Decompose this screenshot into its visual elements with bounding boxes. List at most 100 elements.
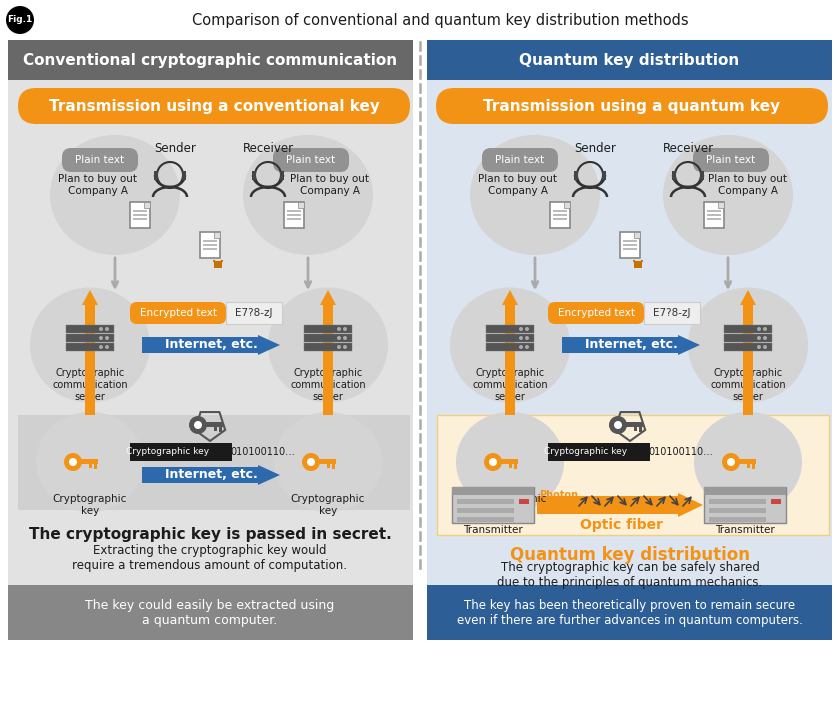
Text: Fig.1: Fig.1 — [8, 16, 33, 25]
Bar — [620, 232, 640, 258]
Text: The key has been theoretically proven to remain secure
even if there are further: The key has been theoretically proven to… — [457, 599, 803, 627]
Text: Photon: Photon — [539, 490, 578, 500]
FancyBboxPatch shape — [436, 88, 828, 124]
Text: Encrypted text: Encrypted text — [558, 308, 634, 318]
Text: Quantum key distribution: Quantum key distribution — [510, 546, 750, 564]
Bar — [548, 443, 650, 461]
Bar — [214, 261, 222, 268]
Text: Transmitter: Transmitter — [715, 525, 774, 535]
Polygon shape — [142, 335, 280, 355]
Text: 010100110…: 010100110… — [648, 447, 713, 457]
Polygon shape — [320, 290, 336, 415]
Circle shape — [757, 345, 761, 349]
Bar — [724, 325, 772, 333]
Text: Receiver: Receiver — [243, 141, 293, 155]
Text: Optic fiber: Optic fiber — [580, 518, 663, 532]
Bar — [452, 487, 534, 495]
Bar — [18, 415, 410, 510]
Bar — [634, 261, 642, 268]
Bar — [704, 202, 724, 228]
Bar — [707, 218, 721, 220]
Bar — [574, 171, 578, 180]
Bar — [427, 40, 832, 615]
Circle shape — [189, 416, 207, 434]
Bar — [709, 499, 766, 504]
Circle shape — [763, 336, 767, 340]
Circle shape — [525, 345, 529, 349]
FancyBboxPatch shape — [482, 148, 558, 172]
Ellipse shape — [36, 412, 144, 512]
Bar — [133, 214, 147, 216]
Bar — [704, 487, 786, 495]
Bar — [8, 585, 413, 640]
Ellipse shape — [450, 288, 570, 402]
Bar — [182, 171, 186, 180]
Bar — [486, 325, 534, 333]
Bar — [625, 422, 643, 427]
Bar — [724, 334, 772, 342]
Bar — [130, 202, 150, 228]
Bar — [457, 517, 514, 522]
Ellipse shape — [688, 288, 808, 402]
Circle shape — [99, 336, 103, 340]
Polygon shape — [537, 493, 703, 517]
Circle shape — [757, 336, 761, 340]
Circle shape — [519, 336, 523, 340]
Circle shape — [727, 458, 735, 466]
Circle shape — [489, 458, 497, 466]
Bar — [287, 210, 301, 212]
Bar — [724, 343, 772, 351]
Circle shape — [64, 453, 82, 471]
Circle shape — [519, 327, 523, 331]
Bar — [214, 232, 220, 238]
Circle shape — [337, 336, 341, 340]
Text: Cryptographic
communication
server: Cryptographic communication server — [710, 368, 785, 402]
Bar — [66, 334, 114, 342]
Bar — [553, 210, 567, 212]
Bar — [771, 499, 781, 504]
Text: Internet, etc.: Internet, etc. — [165, 339, 257, 351]
Bar — [634, 427, 637, 431]
Text: Cryptographic
communication
server: Cryptographic communication server — [472, 368, 548, 402]
Bar — [287, 218, 301, 220]
Text: The cryptographic key can be safely shared
due to the principles of quantum mech: The cryptographic key can be safely shar… — [497, 561, 763, 589]
Circle shape — [337, 327, 341, 331]
Circle shape — [525, 327, 529, 331]
Circle shape — [614, 421, 622, 429]
Bar — [66, 325, 114, 333]
Bar — [203, 240, 217, 242]
Bar — [452, 487, 534, 523]
Bar — [203, 244, 217, 246]
Circle shape — [69, 458, 77, 466]
Bar — [133, 210, 147, 212]
Ellipse shape — [243, 135, 373, 255]
Text: Plain text: Plain text — [76, 155, 124, 165]
Text: Transmission using a quantum key: Transmission using a quantum key — [484, 98, 780, 114]
Bar — [644, 302, 700, 324]
Bar — [154, 171, 158, 180]
Text: Cryptographic key: Cryptographic key — [127, 448, 209, 457]
Text: Plain text: Plain text — [286, 155, 335, 165]
Bar — [672, 171, 676, 180]
FancyBboxPatch shape — [130, 302, 226, 324]
FancyBboxPatch shape — [18, 88, 410, 124]
Bar — [8, 40, 413, 80]
Bar — [709, 517, 766, 522]
Text: Extracting the cryptographic key would
require a tremendous amount of computatio: Extracting the cryptographic key would r… — [72, 544, 348, 572]
Text: Plain text: Plain text — [706, 155, 755, 165]
Text: Plan to buy out
Company A: Plan to buy out Company A — [479, 174, 558, 196]
Text: Plan to buy out
Company A: Plan to buy out Company A — [291, 174, 370, 196]
Bar — [287, 214, 301, 216]
Bar — [707, 214, 721, 216]
Bar — [214, 427, 217, 431]
Bar — [623, 240, 637, 242]
Text: Internet, etc.: Internet, etc. — [165, 469, 257, 481]
Text: E7?8-zJ: E7?8-zJ — [235, 308, 273, 318]
FancyBboxPatch shape — [548, 302, 644, 324]
Bar — [298, 202, 304, 208]
Text: Cryptographic
key: Cryptographic key — [711, 494, 785, 516]
Circle shape — [194, 421, 202, 429]
Circle shape — [609, 416, 627, 434]
Bar — [514, 464, 517, 469]
Bar — [709, 508, 766, 513]
